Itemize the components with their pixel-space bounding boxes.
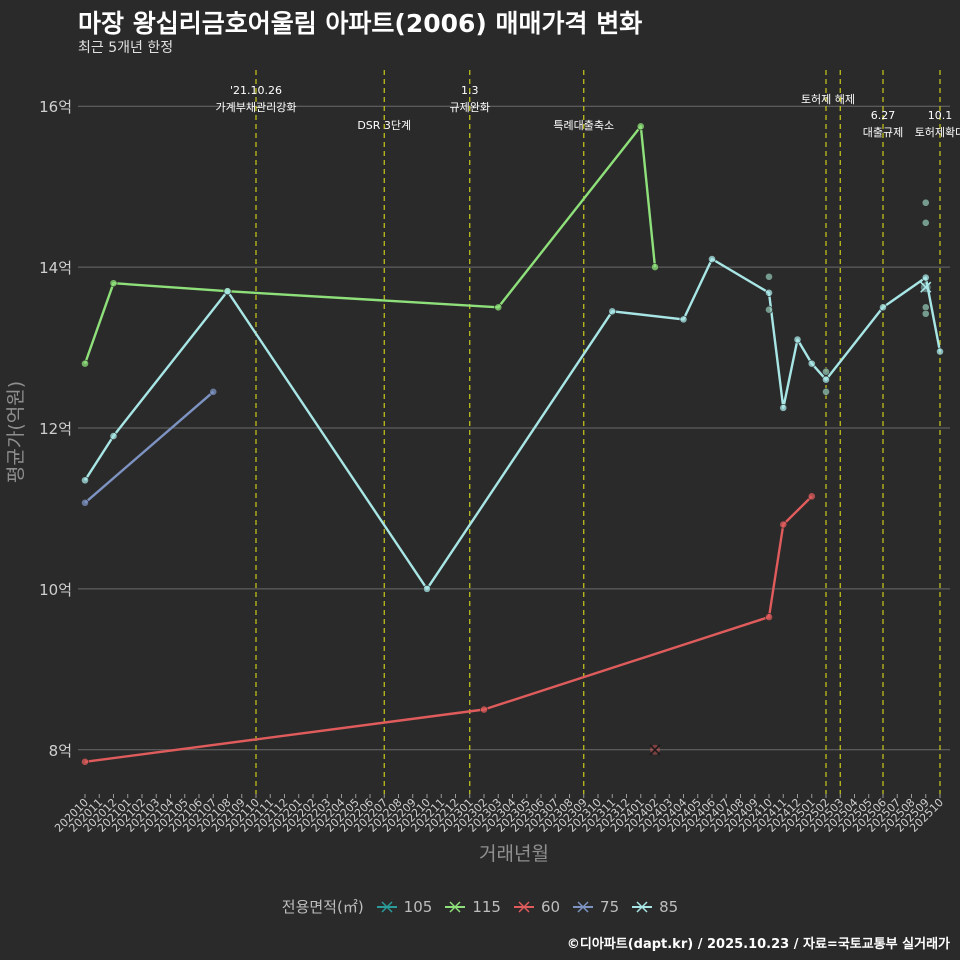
legend-item-85: 85 [631, 898, 678, 916]
data-point-85 [765, 288, 773, 297]
data-point-85 [109, 432, 118, 440]
data-point-60 [779, 520, 788, 529]
data-point-85 [879, 303, 887, 312]
data-point-115 [81, 359, 89, 368]
series-line-115 [83, 125, 657, 365]
scatter-point-85 [921, 303, 930, 312]
data-point-85 [223, 287, 232, 296]
cross-marker-x [920, 281, 932, 293]
legend-marker-icon [632, 900, 653, 913]
series-line-85 [83, 257, 942, 591]
event-label: 규제완화 [450, 101, 490, 114]
data-point-85 [81, 476, 89, 485]
source-credit: ©디아파트(dapt.kr) / 2025.10.23 / 자료=국토교통부 실… [566, 937, 950, 952]
event-label: 특례대출축소 [553, 119, 614, 132]
legend-label: 105 [403, 897, 433, 916]
data-point-115 [651, 263, 659, 271]
data-point-85 [608, 307, 617, 316]
legend-label: 85 [659, 897, 679, 916]
legend-item-115: 115 [444, 898, 501, 916]
legend-marker-icon [376, 900, 397, 913]
data-point-85 [708, 255, 716, 263]
chart-subtitle: 최근 5개년 한정 [78, 40, 174, 56]
data-point-85 [679, 315, 688, 324]
legend-label: 60 [540, 897, 561, 916]
x-axis-title: 거래년월 [479, 843, 549, 865]
legend-marker-icon [573, 900, 594, 913]
scatter-point-85 [822, 387, 830, 396]
scatter-point-85 [921, 198, 930, 207]
legend: 전용면적(㎡) 105 115 60 75 85 [0, 896, 960, 917]
data-point-85 [423, 584, 431, 593]
chart-title: 마장 왕십리금호어울림 아파트(2006) 매매가격 변화 [78, 9, 643, 38]
data-point-85 [921, 273, 930, 282]
series-line-75 [84, 390, 215, 504]
data-point-60 [807, 492, 816, 501]
data-point-85 [822, 375, 830, 384]
y-tick-label: 16억 [39, 98, 72, 116]
event-label: 1.3 [461, 84, 479, 97]
data-point-60 [81, 757, 89, 766]
data-point-115 [109, 279, 118, 288]
y-tick-label: 14억 [39, 259, 72, 277]
event-label: DSR 3단계 [357, 119, 411, 132]
data-point-115 [636, 122, 645, 131]
data-point-85 [936, 347, 944, 356]
series-line-60 [84, 495, 813, 763]
y-tick-label: 8억 [49, 742, 72, 760]
data-point-60 [480, 705, 488, 714]
event-label: 대출규제 [863, 126, 903, 139]
legend-label: 75 [600, 897, 620, 916]
data-point-75 [81, 498, 89, 507]
cross-marker-60 [649, 744, 661, 756]
scatter-point-85 [921, 309, 930, 318]
data-point-60 [765, 613, 773, 621]
data-point-85 [807, 359, 816, 368]
legend-item-60: 60 [513, 898, 560, 916]
legend-item-75: 75 [572, 898, 619, 916]
y-axis-title: 평균가(억원) [5, 381, 27, 483]
data-point-85 [779, 403, 788, 412]
event-label: 토허제 해제 [801, 92, 855, 106]
legend-marker-icon [513, 900, 534, 913]
cross-marker-85 [920, 281, 932, 293]
event-label: '21.10.26 [230, 84, 282, 97]
legend-item-105: 105 [376, 897, 433, 916]
y-tick-label: 12억 [39, 420, 72, 438]
legend-title: 전용면적(㎡) [281, 898, 364, 916]
cross-marker-x [649, 744, 661, 756]
event-label: 가계부채관리강화 [216, 101, 297, 114]
scatter-point-85 [765, 272, 773, 281]
legend-marker-icon [445, 900, 466, 913]
y-tick-label: 10억 [39, 581, 72, 599]
event-label: 10.1 [928, 109, 953, 122]
event-label: 6.27 [871, 109, 896, 122]
data-point-75 [209, 387, 218, 396]
scatter-point-85 [765, 305, 773, 314]
data-point-115 [494, 303, 503, 312]
event-label: 토허제확대 [915, 126, 960, 139]
scatter-point-85 [822, 367, 830, 376]
legend-label: 115 [472, 897, 501, 916]
data-point-85 [793, 335, 802, 344]
scatter-point-85 [921, 218, 930, 227]
